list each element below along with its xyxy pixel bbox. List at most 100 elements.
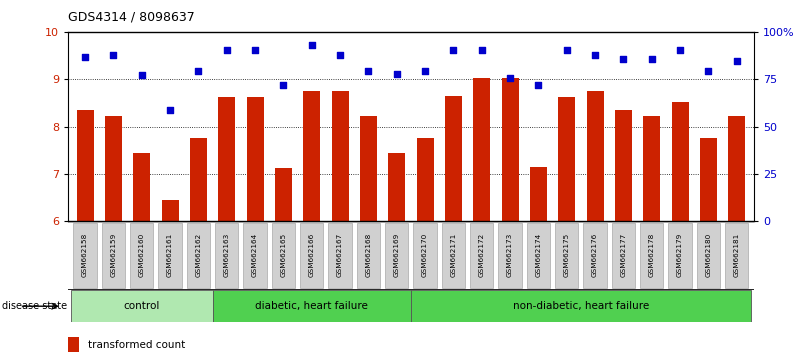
- Text: GSM662180: GSM662180: [706, 232, 711, 276]
- Point: [192, 68, 205, 74]
- FancyBboxPatch shape: [300, 223, 324, 288]
- FancyBboxPatch shape: [498, 223, 521, 288]
- Text: GSM662177: GSM662177: [621, 232, 626, 276]
- Point: [248, 47, 261, 53]
- Point: [78, 54, 91, 60]
- Text: GSM662178: GSM662178: [649, 232, 654, 276]
- FancyBboxPatch shape: [470, 223, 493, 288]
- Bar: [133, 153, 151, 221]
- FancyBboxPatch shape: [697, 223, 720, 288]
- Bar: [68, 337, 79, 352]
- Text: GSM662162: GSM662162: [195, 232, 201, 276]
- Point: [589, 52, 602, 57]
- Point: [220, 47, 233, 53]
- Text: GSM662173: GSM662173: [507, 232, 513, 276]
- Point: [447, 47, 460, 53]
- Text: GSM662161: GSM662161: [167, 232, 173, 276]
- Text: GSM662164: GSM662164: [252, 232, 258, 276]
- Bar: [700, 138, 717, 221]
- FancyBboxPatch shape: [244, 223, 267, 288]
- FancyBboxPatch shape: [527, 223, 550, 288]
- Point: [277, 82, 290, 88]
- Text: GSM662169: GSM662169: [394, 232, 400, 276]
- Text: diabetic, heart failure: diabetic, heart failure: [256, 301, 368, 311]
- Bar: [586, 91, 604, 221]
- Bar: [190, 138, 207, 221]
- Bar: [530, 167, 547, 221]
- Point: [362, 68, 375, 74]
- FancyBboxPatch shape: [272, 223, 295, 288]
- Bar: [247, 97, 264, 221]
- Text: GSM662166: GSM662166: [308, 232, 315, 276]
- FancyBboxPatch shape: [328, 223, 352, 288]
- Text: GSM662165: GSM662165: [280, 232, 287, 276]
- Bar: [445, 96, 462, 221]
- Point: [504, 75, 517, 81]
- FancyBboxPatch shape: [212, 290, 411, 322]
- Bar: [473, 78, 490, 221]
- Point: [646, 57, 658, 62]
- Point: [305, 42, 318, 48]
- Point: [674, 47, 686, 53]
- Text: control: control: [123, 301, 160, 311]
- Text: transformed count: transformed count: [88, 339, 185, 350]
- FancyBboxPatch shape: [669, 223, 692, 288]
- Bar: [501, 78, 518, 221]
- Text: GSM662158: GSM662158: [82, 232, 88, 276]
- Bar: [105, 116, 122, 221]
- Text: GDS4314 / 8098637: GDS4314 / 8098637: [68, 11, 195, 24]
- Bar: [77, 110, 94, 221]
- Text: GSM662160: GSM662160: [139, 232, 145, 276]
- Text: GSM662176: GSM662176: [592, 232, 598, 276]
- Text: GSM662172: GSM662172: [479, 232, 485, 276]
- Text: GSM662163: GSM662163: [223, 232, 230, 276]
- Bar: [332, 91, 348, 221]
- Bar: [643, 116, 660, 221]
- Bar: [218, 97, 235, 221]
- Point: [390, 71, 403, 76]
- Bar: [275, 168, 292, 221]
- Point: [617, 57, 630, 62]
- Text: GSM662159: GSM662159: [111, 232, 116, 276]
- FancyBboxPatch shape: [102, 223, 125, 288]
- Text: GSM662174: GSM662174: [535, 232, 541, 276]
- FancyBboxPatch shape: [71, 290, 212, 322]
- Text: GSM662175: GSM662175: [564, 232, 570, 276]
- FancyBboxPatch shape: [411, 290, 751, 322]
- Point: [731, 58, 743, 64]
- FancyBboxPatch shape: [583, 223, 606, 288]
- Point: [702, 68, 714, 74]
- Bar: [162, 200, 179, 221]
- FancyBboxPatch shape: [187, 223, 210, 288]
- Text: GSM662181: GSM662181: [734, 232, 740, 276]
- Bar: [615, 110, 632, 221]
- Text: disease state: disease state: [2, 301, 66, 311]
- Point: [135, 73, 148, 78]
- Text: GSM662167: GSM662167: [337, 232, 343, 276]
- Point: [107, 52, 120, 57]
- FancyBboxPatch shape: [74, 223, 97, 288]
- Point: [334, 52, 347, 57]
- Point: [163, 107, 176, 113]
- Bar: [728, 116, 745, 221]
- Bar: [304, 91, 320, 221]
- FancyBboxPatch shape: [442, 223, 465, 288]
- Point: [475, 47, 488, 53]
- Bar: [671, 102, 689, 221]
- Text: GSM662170: GSM662170: [422, 232, 428, 276]
- Bar: [388, 153, 405, 221]
- Point: [532, 82, 545, 88]
- FancyBboxPatch shape: [612, 223, 635, 288]
- FancyBboxPatch shape: [725, 223, 748, 288]
- Text: GSM662179: GSM662179: [677, 232, 683, 276]
- Text: GSM662168: GSM662168: [365, 232, 372, 276]
- FancyBboxPatch shape: [640, 223, 663, 288]
- FancyBboxPatch shape: [159, 223, 182, 288]
- FancyBboxPatch shape: [413, 223, 437, 288]
- FancyBboxPatch shape: [215, 223, 239, 288]
- Text: GSM662171: GSM662171: [450, 232, 457, 276]
- Bar: [360, 116, 377, 221]
- FancyBboxPatch shape: [385, 223, 409, 288]
- Text: non-diabetic, heart failure: non-diabetic, heart failure: [513, 301, 649, 311]
- FancyBboxPatch shape: [555, 223, 578, 288]
